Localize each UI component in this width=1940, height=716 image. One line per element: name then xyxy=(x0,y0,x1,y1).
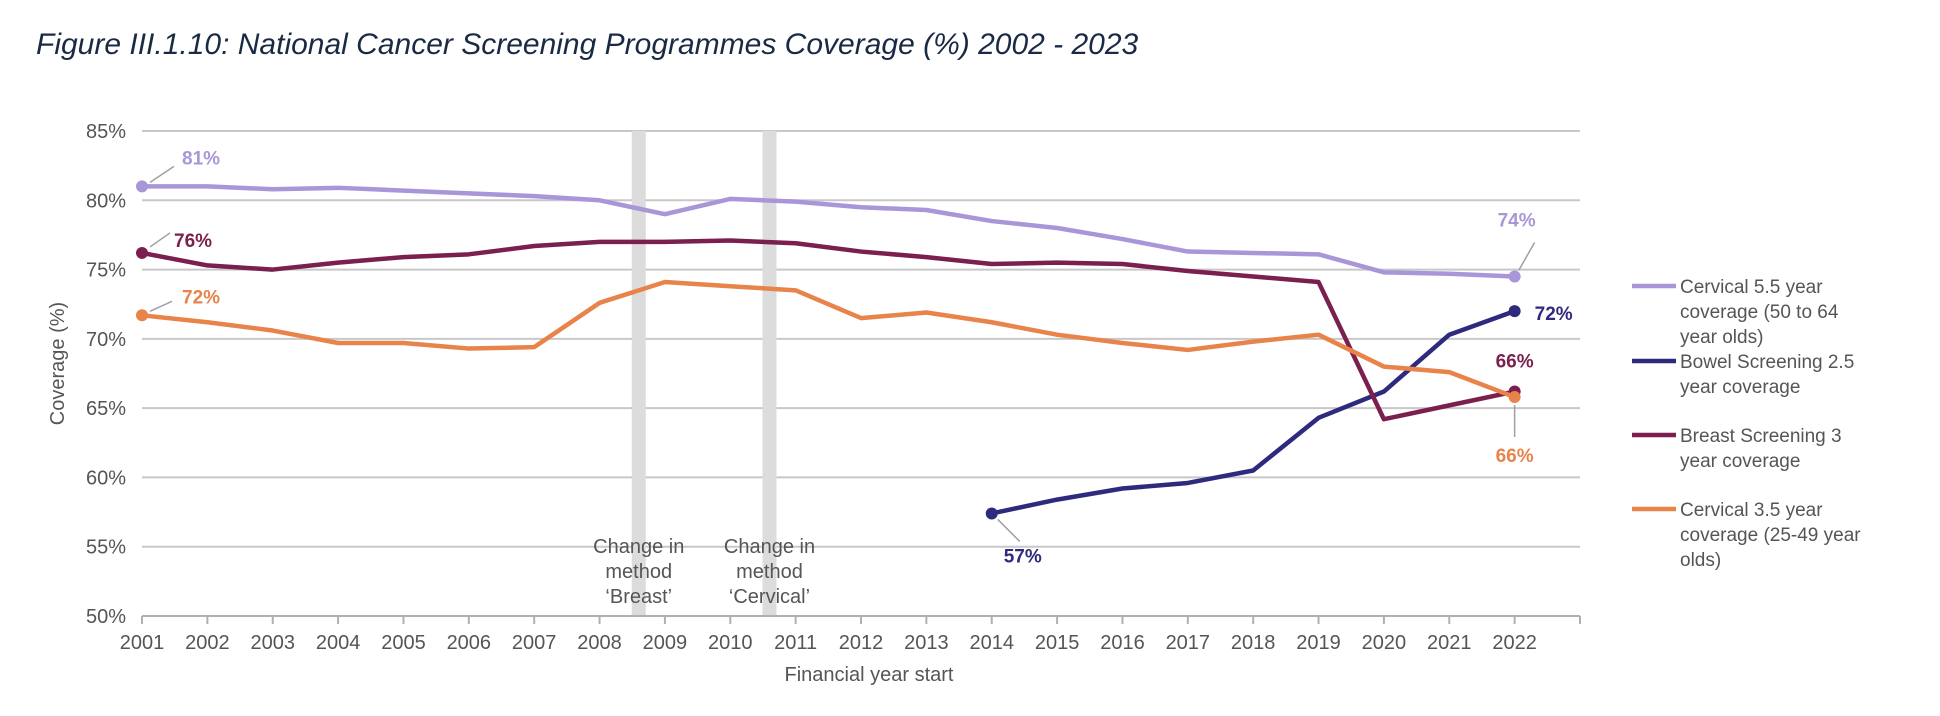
method-change-band xyxy=(762,131,777,616)
data-label: 74% xyxy=(1498,211,1536,232)
label-leader-line xyxy=(149,165,175,184)
x-tick-label: 2010 xyxy=(708,632,753,654)
x-tick-label: 2014 xyxy=(969,632,1014,654)
y-tick-label: 75% xyxy=(86,260,126,282)
label-leader-line xyxy=(997,518,1021,542)
x-tick-label: 2012 xyxy=(839,632,884,654)
series-lines xyxy=(136,180,1521,520)
method-change-note: ‘Cervical’ xyxy=(729,586,810,608)
y-tick-label: 80% xyxy=(86,190,126,212)
data-label: 72% xyxy=(182,287,220,308)
legend-label: Bowel Screening 2.5 xyxy=(1680,352,1854,373)
x-tick-label: 2015 xyxy=(1035,632,1080,654)
method-change-note: method xyxy=(736,561,803,583)
data-label: 81% xyxy=(182,148,220,169)
label-leader-line xyxy=(149,300,173,312)
x-tick-label: 2011 xyxy=(774,632,817,654)
y-tick-label: 55% xyxy=(86,537,126,559)
y-tick-label: 70% xyxy=(86,329,126,351)
x-tick-label: 2021 xyxy=(1427,632,1472,654)
data-label: 66% xyxy=(1496,352,1534,373)
x-tick-label: 2004 xyxy=(316,632,361,654)
axes: 50% 55% 60% 65% 70% 75% 80% 85% 2001 2002 2003 2004… xyxy=(47,121,1581,686)
method-change-band xyxy=(631,131,646,616)
legend-label: Cervical 3.5 year xyxy=(1680,500,1823,521)
data-labels: 81% 74% 57% 72% 76% 66% 72% 66% xyxy=(149,148,1573,567)
method-change-note: Change in xyxy=(593,536,684,558)
x-tick-label: 2017 xyxy=(1166,632,1211,654)
series-line xyxy=(989,308,1517,516)
legend: Cervical 5.5 year coverage (50 to 64 year … xyxy=(1632,277,1861,571)
y-axis-title: Coverage (%) xyxy=(47,302,69,425)
legend-label: year coverage xyxy=(1680,451,1800,472)
legend-label: year olds) xyxy=(1680,327,1763,348)
method-change-note: method xyxy=(605,561,672,583)
x-tick-label: 2003 xyxy=(250,632,295,654)
x-tick-label: 2020 xyxy=(1362,632,1407,654)
method-change-bands: Change in method ‘Breast’ Change in method ‘C… xyxy=(593,131,815,616)
series-end-marker xyxy=(136,180,148,193)
data-label: 72% xyxy=(1535,304,1573,325)
legend-label: Breast Screening 3 xyxy=(1680,426,1842,447)
series-end-marker xyxy=(136,246,148,259)
x-tick-label: 2001 xyxy=(120,632,165,654)
x-tick-label: 2022 xyxy=(1492,632,1537,654)
data-label: 76% xyxy=(174,231,212,252)
series-end-marker xyxy=(136,309,148,322)
data-label: 66% xyxy=(1496,446,1534,467)
legend-label: Cervical 5.5 year xyxy=(1680,277,1823,298)
label-leader-line xyxy=(149,232,171,248)
x-axis-title: Financial year start xyxy=(785,664,954,686)
x-tick-label: 2013 xyxy=(904,632,949,654)
figure-title: Figure III.1.10: National Cancer Screeni… xyxy=(36,28,1139,61)
x-tick-label: 2009 xyxy=(643,632,688,654)
legend-label: olds) xyxy=(1680,550,1721,571)
x-tick-label: 2019 xyxy=(1296,632,1341,654)
method-change-note: ‘Breast’ xyxy=(605,586,672,608)
series-line xyxy=(139,238,1517,422)
series-end-marker xyxy=(1508,305,1521,318)
data-label: 57% xyxy=(1004,546,1042,567)
x-tick-label: 2007 xyxy=(512,632,557,654)
x-tick-label: 2008 xyxy=(577,632,622,654)
y-tick-label: 85% xyxy=(86,121,126,143)
x-tick-label: 2006 xyxy=(447,632,492,654)
y-tick-label: 60% xyxy=(86,467,126,489)
x-tick-label: 2002 xyxy=(185,632,230,654)
x-tick-label: 2018 xyxy=(1231,632,1276,654)
series-end-marker xyxy=(1508,391,1521,404)
x-tick-label: 2005 xyxy=(381,632,426,654)
y-tick-label: 50% xyxy=(86,606,126,628)
gridlines xyxy=(142,130,1580,548)
series-end-marker xyxy=(985,507,998,520)
legend-label: coverage (50 to 64 xyxy=(1680,302,1839,323)
label-leader-line xyxy=(1517,242,1536,271)
series-line xyxy=(139,184,1517,279)
series-line xyxy=(139,279,1517,400)
series-end-marker xyxy=(1508,270,1521,283)
legend-label: year coverage xyxy=(1680,377,1800,398)
legend-label: coverage (25-49 year xyxy=(1680,525,1861,546)
y-tick-label: 65% xyxy=(86,398,126,420)
x-tick-label: 2016 xyxy=(1100,632,1145,654)
method-change-note: Change in xyxy=(724,536,815,558)
